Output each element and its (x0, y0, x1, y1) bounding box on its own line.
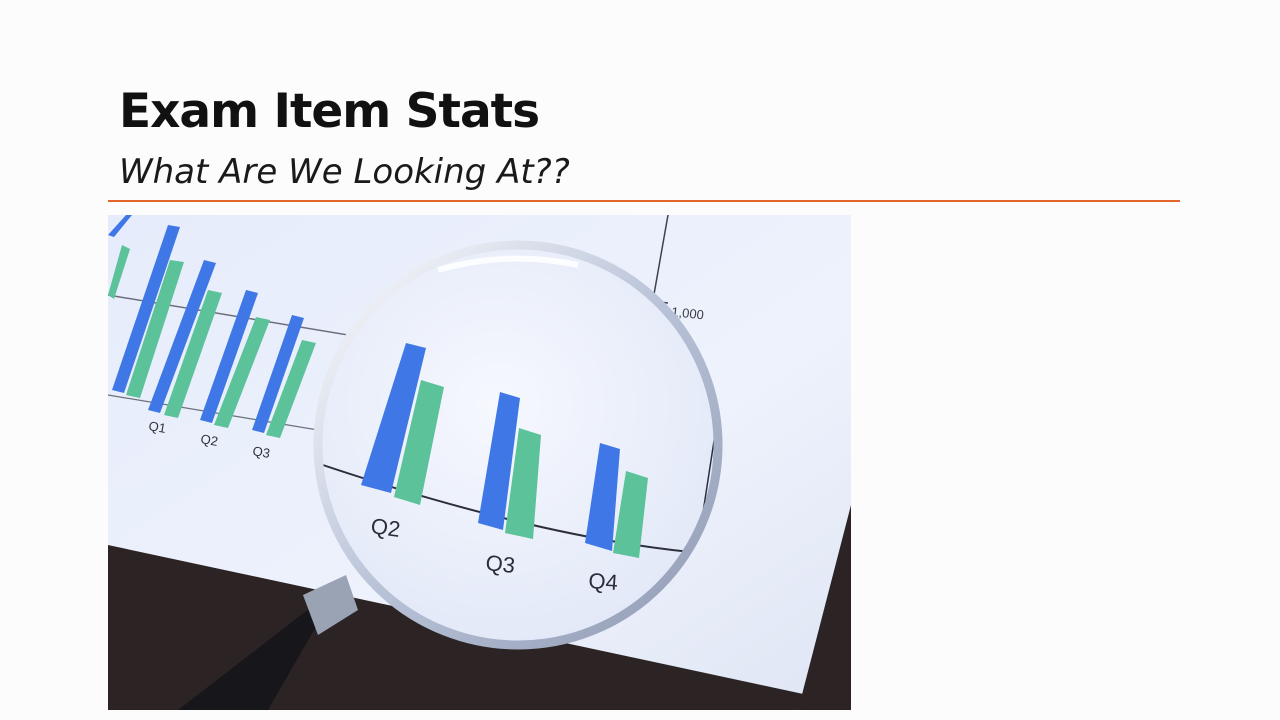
axis-value-label: 1,000 (671, 304, 705, 322)
magnifying-glass-icon: 1,000 Q1 Q2 Q3 (108, 215, 851, 710)
lens-highlight (437, 255, 579, 273)
slide-subtitle: What Are We Looking At?? (119, 152, 570, 192)
axis-line (652, 215, 669, 301)
title-divider (108, 200, 1180, 202)
magnifier-rim (313, 240, 723, 650)
magnified-tick-q4: Q4 (588, 568, 619, 595)
magnified-tick-q3: Q3 (484, 550, 516, 578)
magnified-tick-q2: Q2 (369, 513, 402, 542)
background-tick-q1: Q1 (147, 418, 167, 436)
background-tick-q3: Q3 (251, 443, 271, 461)
magnified-bars (361, 343, 648, 558)
slide-title: Exam Item Stats (119, 84, 540, 139)
magnifier-handle (178, 575, 358, 710)
chart-magnifier-photo: 1,000 Q1 Q2 Q3 (108, 215, 851, 710)
background-bars (108, 215, 316, 438)
background-tick-q2: Q2 (199, 431, 219, 449)
